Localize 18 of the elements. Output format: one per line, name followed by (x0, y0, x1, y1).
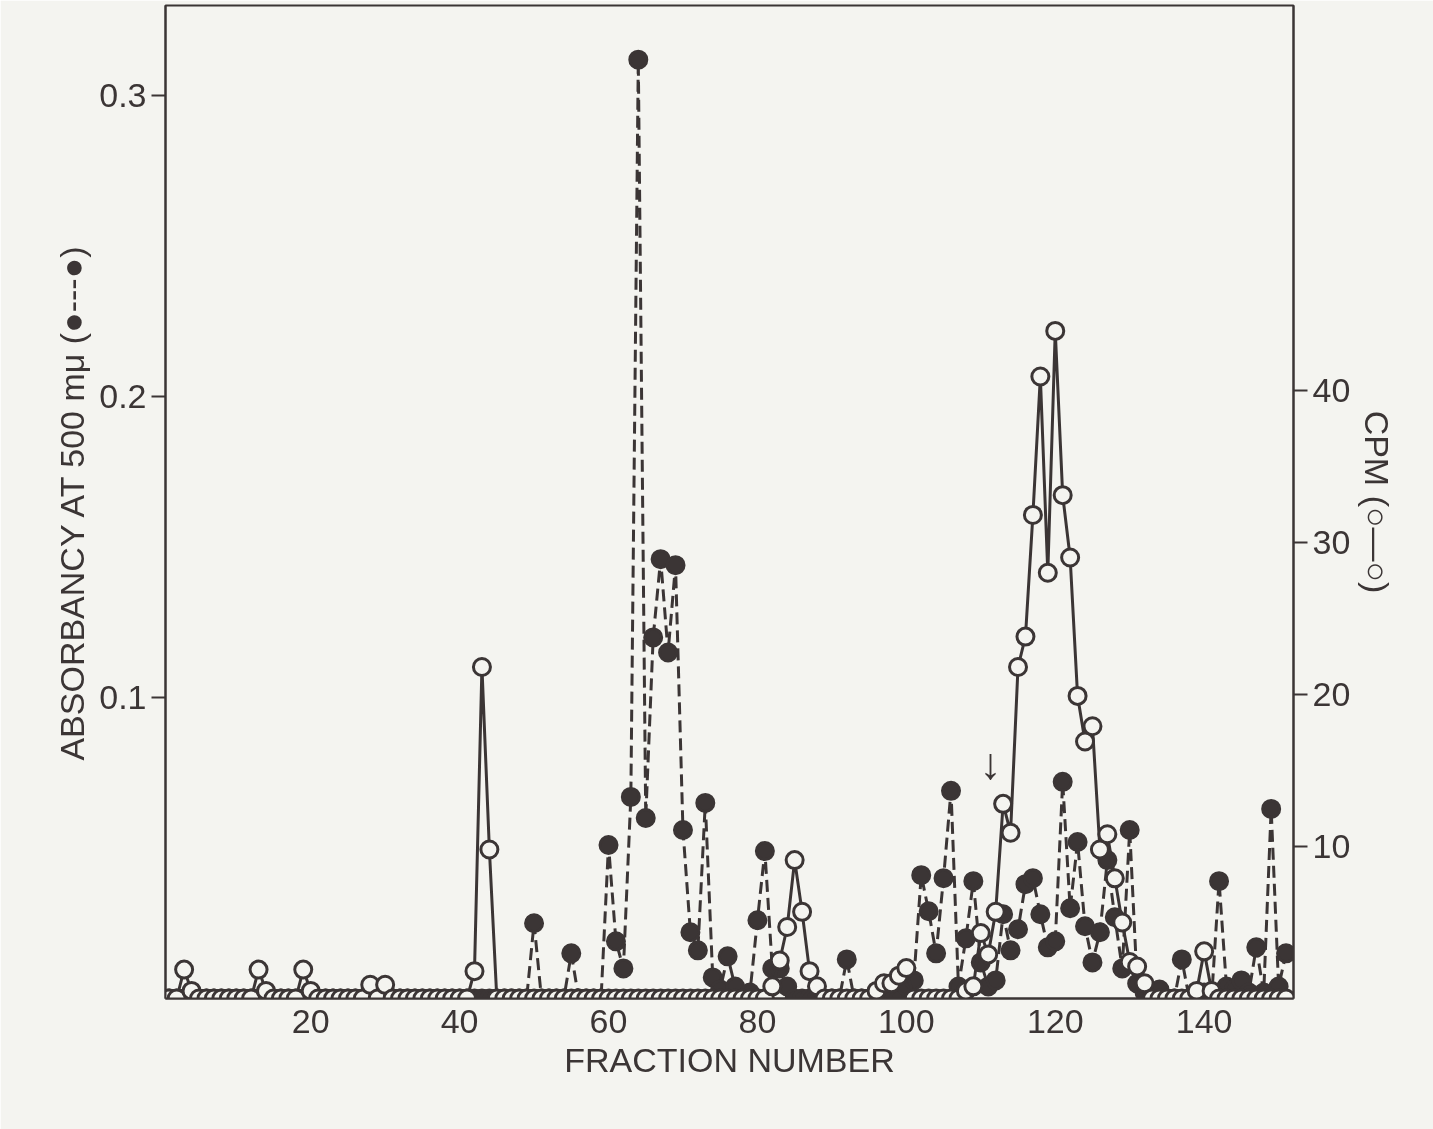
y-tick-label: 0.3 (99, 76, 147, 115)
x-tick-label: 40 (440, 1001, 479, 1040)
y-tick-label: 0.2 (99, 377, 147, 416)
y-tick-label: 0.1 (99, 678, 147, 717)
x-axis-title: FRACTION NUMBER (564, 1040, 895, 1079)
y-axis-title: ABSORBANCY AT 500 mμ (●---●) (53, 246, 92, 761)
y2-tick-label: 40 (1312, 370, 1351, 409)
x-tick-label: 80 (738, 1001, 777, 1040)
x-tick-label: 20 (291, 1001, 330, 1040)
annotation: ↓ (979, 739, 1002, 788)
x-tick-label: 60 (589, 1001, 628, 1040)
x-tick-label: 100 (877, 1001, 935, 1040)
y2-tick-label: 30 (1312, 522, 1351, 561)
y2-tick-label: 10 (1312, 826, 1351, 865)
y2-tick-label: 20 (1312, 674, 1351, 713)
x-tick-label: 120 (1026, 1001, 1084, 1040)
x-tick-label: 140 (1175, 1001, 1233, 1040)
y2-axis-title: CPM (○—○) (1358, 410, 1397, 594)
